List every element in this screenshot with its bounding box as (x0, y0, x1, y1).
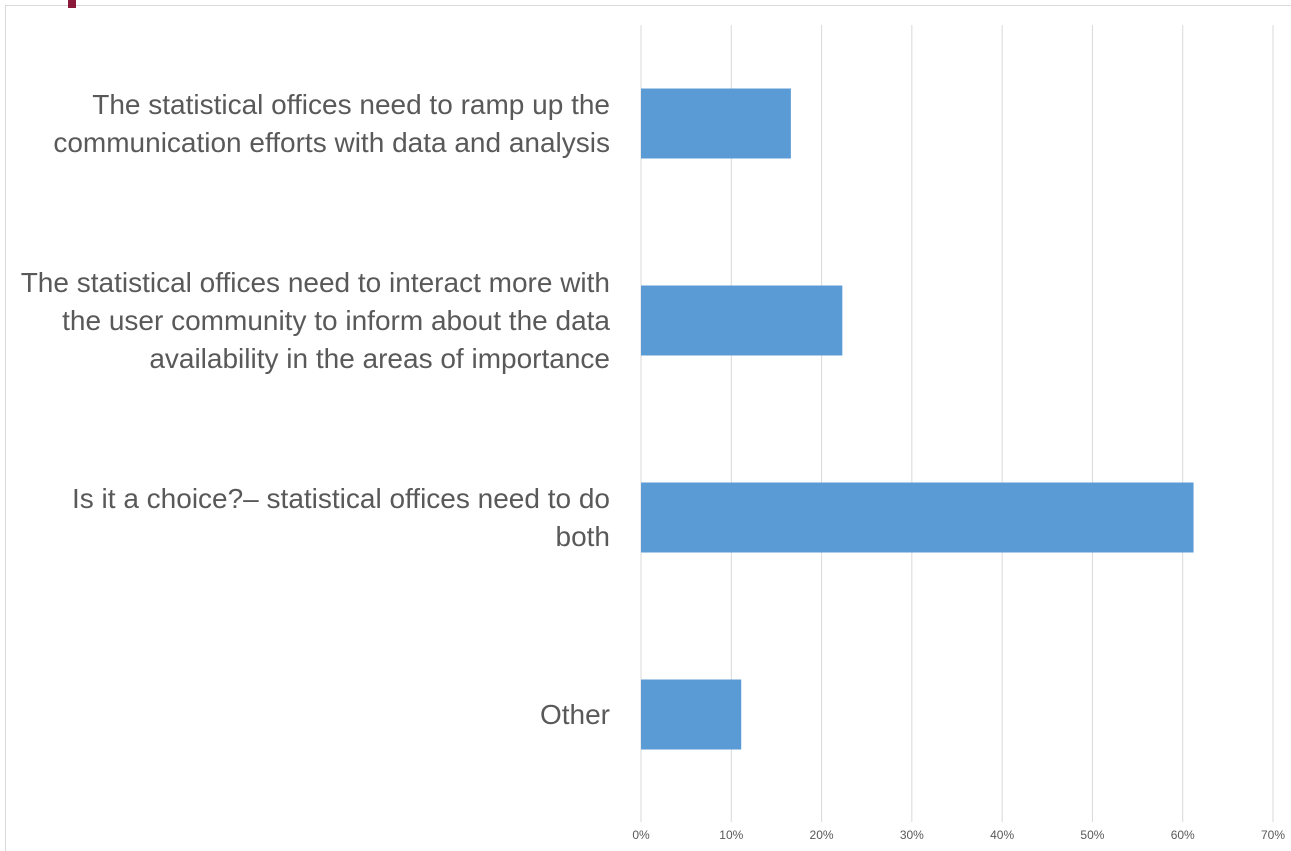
x-tick-label: 50% (1080, 828, 1104, 842)
x-tick-label: 40% (990, 828, 1014, 842)
corner-accent (68, 0, 76, 8)
x-tick-label: 20% (810, 828, 834, 842)
y-tick-label: Other (539, 698, 610, 730)
y-tick-label: Is it a choice?– statistical offices nee… (71, 482, 610, 552)
x-tick-label: 30% (900, 828, 924, 842)
bar (641, 88, 791, 159)
y-tick-label: The statistical offices need to ramp up … (53, 88, 610, 158)
y-tick-label: The statistical offices need to interact… (20, 266, 610, 374)
bar (641, 679, 742, 750)
x-tick-label: 70% (1261, 828, 1285, 842)
chart-frame (5, 5, 1291, 851)
bar (641, 285, 843, 356)
x-tick-label: 0% (632, 828, 650, 842)
x-tick-label: 60% (1171, 828, 1195, 842)
bar (641, 482, 1194, 553)
x-tick-label: 10% (719, 828, 743, 842)
